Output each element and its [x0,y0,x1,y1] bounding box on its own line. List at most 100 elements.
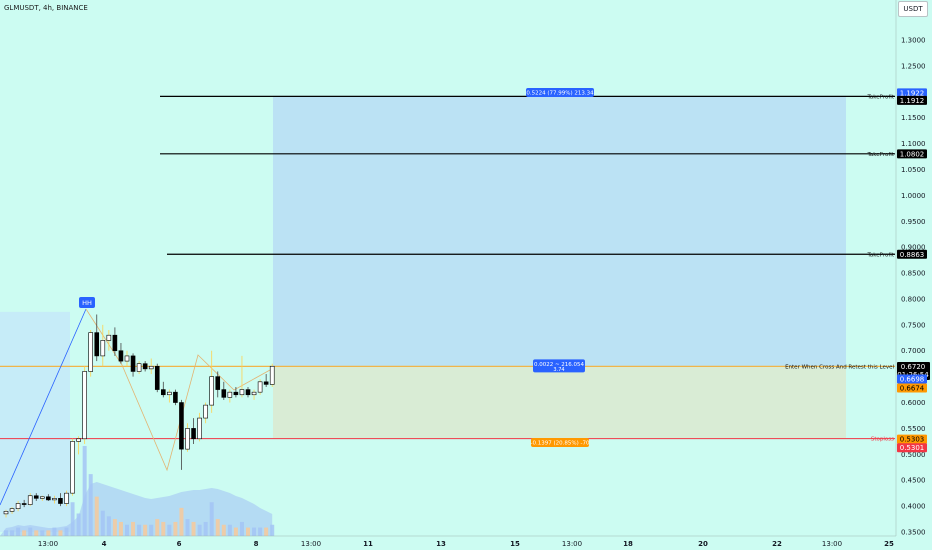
candle-body[interactable] [39,496,45,499]
candle-body[interactable] [142,363,148,370]
candle-body[interactable] [112,334,118,352]
volume-bar [40,530,45,536]
volume-bar [46,530,51,536]
profit-zone [273,95,846,367]
volume-bar [94,496,99,536]
risk-reward-label: 0.0022 ~ 216.054 [534,362,585,368]
volume-bar [215,519,220,536]
y-tick-label: 0.6000 [901,399,926,407]
target-label-box [526,88,594,97]
candle-body[interactable] [124,355,130,362]
candle-body[interactable] [167,391,172,396]
stop-price-label-1: 0.5303 [900,436,925,444]
volume-bar [233,527,238,536]
candle-body[interactable] [197,417,202,440]
volume-bar [100,510,105,536]
volume-bar [209,502,214,536]
y-tick-label: 0.4000 [901,503,926,511]
entry-tag: Enter When Cross And Retest this Level [785,364,894,370]
candle-body[interactable] [9,508,15,512]
trend-line [0,308,87,506]
y-tick-label: 0.9000 [901,244,926,252]
volume-bar [34,530,39,536]
tp1-price-label: 1.1912 [900,97,925,105]
candle-body[interactable] [203,404,208,419]
candle-body[interactable] [3,510,9,515]
candle-body[interactable] [221,389,227,398]
candle-body[interactable] [173,391,178,403]
candle-body[interactable] [185,428,190,450]
candle-body[interactable] [179,402,184,450]
y-tick-label: 0.5500 [901,425,926,433]
left-shade [0,311,70,532]
candle-body[interactable] [64,492,69,504]
volume-bar [270,524,275,536]
candle-body[interactable] [76,438,81,442]
candle-body[interactable] [27,495,33,505]
volume-bar [88,474,93,536]
volume-bar [4,530,8,536]
volume-bar [185,519,190,536]
candle-body[interactable] [209,376,214,406]
stop-price-label-2-bg [897,443,927,453]
volume-bar [167,524,172,536]
candle-body[interactable] [227,391,233,398]
y-tick-label: 0.8000 [901,295,926,303]
candle-body[interactable] [118,350,124,362]
y-tick-label: 0.5000 [901,451,926,459]
candle-body[interactable] [21,503,27,505]
orange-price-label: 0.6674 [900,385,925,393]
candle-body[interactable] [263,381,269,385]
candle-body[interactable] [136,363,142,372]
volume-bar [64,527,69,536]
volume-bar [118,521,123,536]
candle-body[interactable] [94,332,100,357]
volume-bar [28,527,33,536]
candle-body[interactable] [251,391,257,396]
candle-body[interactable] [88,332,93,372]
candle-body[interactable] [52,498,57,501]
candle-body[interactable] [191,428,196,440]
volume-bar [125,524,129,536]
candle-body[interactable] [148,365,154,370]
volume-bar [143,524,148,536]
candle-body[interactable] [269,365,275,385]
candle-body[interactable] [100,340,106,357]
candle-body[interactable] [82,371,87,440]
candle-body[interactable] [161,389,166,396]
candle-body[interactable] [46,496,51,501]
candle-body[interactable] [58,498,63,504]
volume-bar [52,527,57,536]
candle-body[interactable] [233,391,239,396]
currency-button[interactable]: USDT [898,1,928,17]
tp3-price-label-bg [897,249,927,259]
volume-bar [70,502,75,536]
volume-bar [252,527,257,536]
take-profit-tag-3: TakeProfit [866,252,894,258]
candle-body[interactable] [33,495,39,499]
volume-bar [131,521,136,536]
candle-body[interactable] [245,389,251,396]
x-tick-label: 13:00 [562,540,582,548]
tp2-price-label-bg [897,149,927,159]
y-tick-label: 0.8500 [901,270,926,278]
x-tick-label: 13 [436,540,446,548]
candle-body[interactable] [130,355,136,372]
candle-body[interactable] [257,381,263,393]
volume-bar [203,521,208,536]
risk-reward-label-box [533,359,585,373]
candle-body[interactable] [154,365,160,390]
volume-bar [191,521,196,536]
candle-body[interactable] [70,441,75,494]
x-tick-label: 15 [510,540,520,548]
candle-body[interactable] [106,334,112,341]
candle-body[interactable] [239,389,245,396]
volume-bar [22,530,27,536]
take-profit-tag-2: TakeProfit [866,152,894,158]
candle-body[interactable] [215,376,221,390]
x-tick-label: 13:00 [301,540,321,548]
volume-bar [246,527,250,536]
entry-price-label: 0.6698 [900,376,925,384]
candle-body[interactable] [15,503,21,509]
